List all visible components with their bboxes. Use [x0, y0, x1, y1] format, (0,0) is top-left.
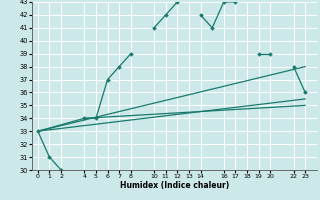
- X-axis label: Humidex (Indice chaleur): Humidex (Indice chaleur): [120, 181, 229, 190]
